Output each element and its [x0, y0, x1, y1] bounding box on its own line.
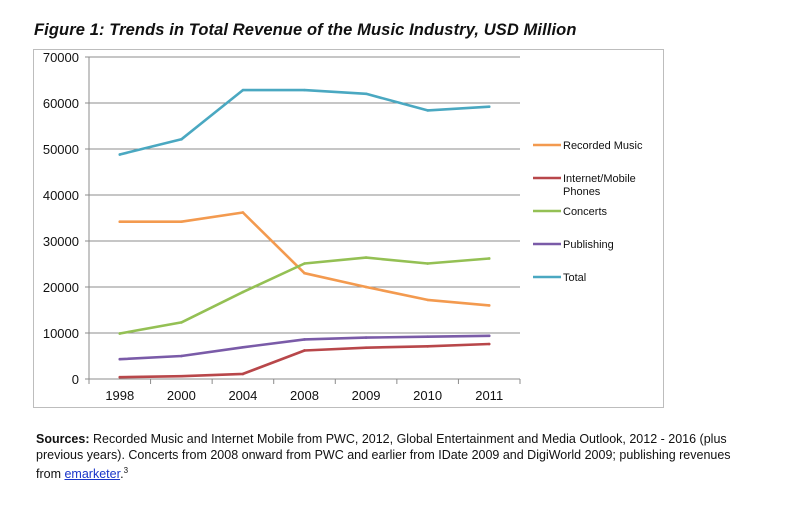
series-line-total [118, 88, 491, 156]
y-tick-label: 60000 [43, 96, 79, 111]
y-tick-label: 20000 [43, 280, 79, 295]
data-point-internet-mobile-phones [487, 342, 491, 346]
data-point-internet-mobile-phones [118, 375, 122, 379]
data-point-total [364, 92, 368, 96]
x-tick-label: 2009 [352, 388, 381, 403]
data-point-internet-mobile-phones [241, 372, 245, 376]
chart-frame [33, 49, 664, 408]
data-point-publishing [118, 357, 122, 361]
data-point-recorded-music [487, 304, 491, 307]
legend-item-publishing: Publishing [533, 239, 614, 251]
footnote-marker: 3 [123, 466, 129, 475]
series-line-concerts [118, 256, 491, 335]
data-point-publishing [241, 345, 245, 349]
data-point-recorded-music [241, 211, 245, 214]
y-tick-label: 50000 [43, 142, 79, 157]
series-lines [118, 88, 491, 379]
data-point-publishing [426, 335, 429, 338]
y-tick-label: 10000 [43, 326, 79, 341]
data-point-concerts [426, 262, 429, 265]
data-point-recorded-music [364, 285, 368, 289]
legend-label: Concerts [563, 206, 608, 218]
x-tick-label: 2004 [228, 388, 257, 403]
y-axis: 0 10000 20000 30000 40000 50000 60000 70000 [43, 50, 90, 387]
y-tick-label: 30000 [43, 234, 79, 249]
legend-item-recorded-music: Recorded Music [533, 140, 643, 152]
data-point-concerts [241, 290, 245, 294]
x-tick-label: 2010 [413, 388, 442, 403]
legend-label: Total [563, 272, 586, 284]
series-line-internet-mobile-phones [118, 342, 491, 379]
x-tick-label: 1998 [105, 388, 134, 403]
data-point-total [118, 153, 122, 156]
x-axis: 1998 2000 2004 2008 2009 2010 2011 [85, 378, 521, 403]
data-point-total [180, 138, 183, 141]
data-point-concerts [303, 262, 306, 265]
data-point-internet-mobile-phones [364, 346, 368, 350]
data-point-publishing [487, 334, 491, 338]
legend-label: Recorded Music [563, 140, 643, 152]
emarketer-link[interactable]: emarketer [64, 467, 121, 482]
data-point-publishing [364, 336, 368, 339]
data-point-internet-mobile-phones [180, 374, 183, 378]
legend-label: Phones [563, 186, 601, 198]
sources-period: . [120, 467, 124, 482]
x-tick-label: 2011 [475, 388, 503, 403]
legend-label: Publishing [563, 239, 614, 251]
y-tick-label: 70000 [43, 50, 79, 65]
data-point-recorded-music [118, 220, 122, 223]
data-point-recorded-music [426, 298, 429, 302]
data-point-concerts [118, 332, 122, 335]
data-point-concerts [487, 257, 491, 260]
figure-title: Figure 1: Trends in Total Revenue of the… [34, 21, 577, 39]
legend-label: Internet/Mobile [563, 173, 636, 185]
y-tick-label: 40000 [43, 188, 79, 203]
x-tick-label: 2008 [290, 388, 319, 403]
data-point-total [426, 109, 429, 112]
data-point-publishing [303, 338, 306, 341]
legend-item-total: Total [533, 272, 586, 284]
data-point-recorded-music [303, 271, 306, 275]
data-point-total [303, 88, 306, 92]
sources-note: Sources: Recorded Music and Internet Mob… [36, 431, 756, 482]
gridlines [89, 56, 520, 334]
data-point-concerts [180, 321, 183, 324]
data-point-total [241, 88, 245, 92]
series-line-recorded-music [118, 211, 491, 307]
data-point-recorded-music [180, 220, 183, 223]
sources-label: Sources: [36, 432, 90, 446]
data-point-publishing [180, 354, 183, 358]
data-point-internet-mobile-phones [303, 349, 306, 352]
data-point-total [487, 105, 491, 108]
x-tick-label: 2000 [167, 388, 196, 403]
data-point-concerts [364, 256, 368, 259]
data-point-internet-mobile-phones [426, 345, 429, 348]
y-tick-label: 0 [72, 372, 79, 387]
legend-item-concerts: Concerts [533, 206, 608, 218]
sources-text: Recorded Music and Internet Mobile from … [36, 432, 731, 482]
